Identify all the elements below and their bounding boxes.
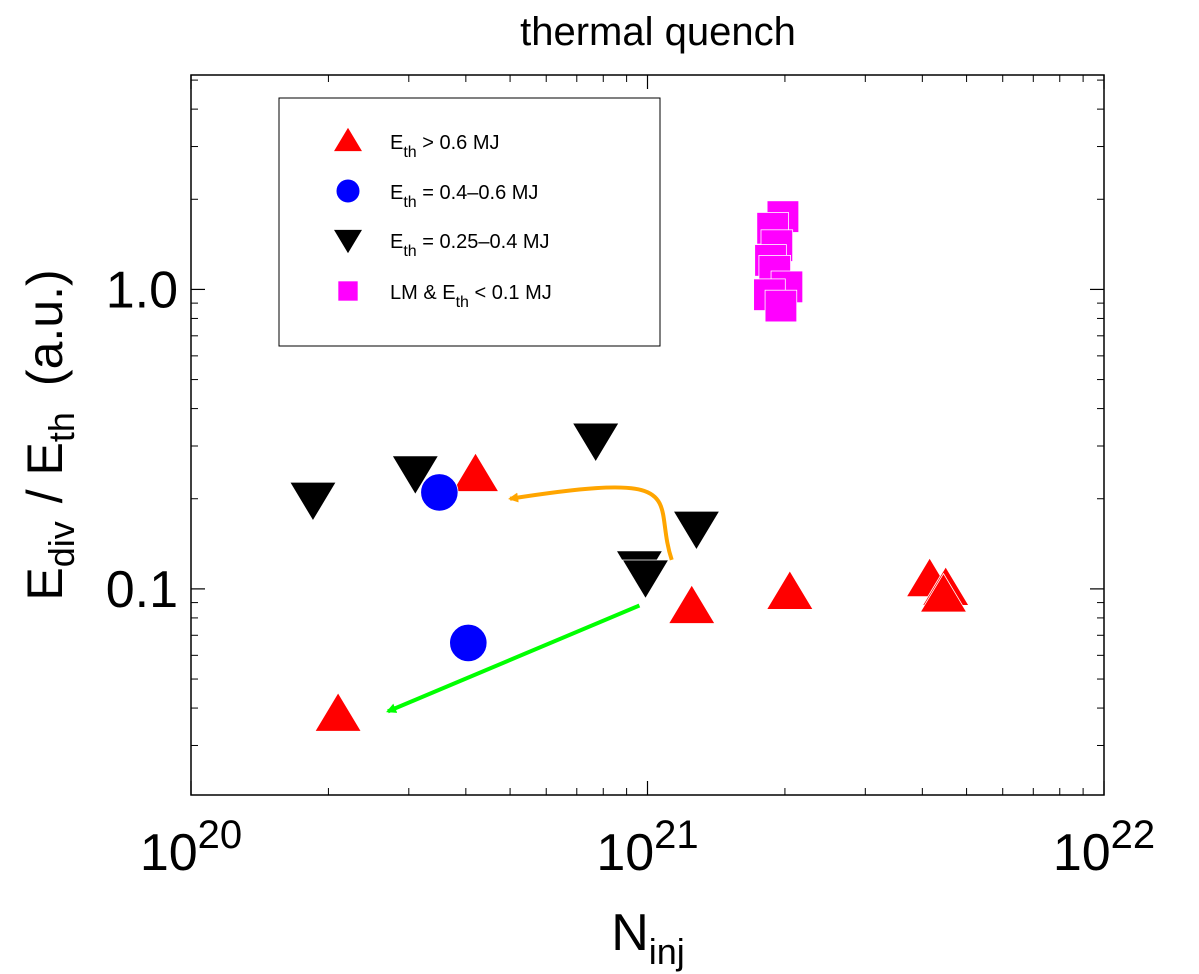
data-point-triangle-up — [451, 452, 500, 492]
data-point-triangle-down — [571, 422, 620, 463]
x-tick-label: 1022 — [1053, 813, 1155, 882]
y-axis-label-unit: (a.u.) — [17, 269, 73, 386]
data-point-triangle-down — [621, 559, 670, 600]
data-point-circle — [449, 623, 488, 663]
x-tick-label: 1020 — [140, 813, 242, 882]
x-axis-label-main: N — [611, 904, 649, 962]
data-point-triangle-down — [672, 510, 721, 551]
x-axis-label: Ninj — [611, 904, 685, 972]
y-tick-label: 1.0 — [106, 261, 178, 319]
y-major-ticks: 0.1 1.0 — [106, 261, 1104, 619]
legend-marker-circle — [335, 178, 361, 204]
legend-marker-square — [337, 280, 359, 302]
series-triangle-up — [314, 452, 970, 732]
legend-marker-triangle-down — [332, 229, 364, 255]
data-point-triangle-down — [391, 455, 440, 496]
series-circle — [420, 473, 488, 663]
data-point-square — [764, 289, 798, 323]
y-axis-label-div: div — [41, 521, 82, 567]
orange-arrow — [508, 485, 674, 561]
data-point-triangle-down — [289, 481, 337, 522]
green-arrow — [386, 603, 641, 714]
data-point-triangle-up — [667, 584, 716, 624]
chart-title: thermal quench — [520, 10, 796, 54]
legend-marker-triangle-up — [332, 126, 364, 152]
x-major-ticks: 1020 1021 1022 — [140, 75, 1155, 882]
data-point-circle — [420, 473, 459, 512]
y-axis-label: Ediv / Eth (a.u.) — [17, 269, 82, 600]
y-tick-label: 0.1 — [106, 561, 178, 619]
y-axis-label-e: E — [17, 567, 73, 600]
y-axis-label-sep: / E — [17, 442, 73, 503]
legend-label: LM & Eth < 0.1 MJ — [390, 282, 552, 311]
data-points — [289, 200, 970, 732]
x-tick-label: 1021 — [596, 813, 698, 882]
legend-label: Eth = 0.25–0.4 MJ — [390, 231, 550, 260]
annotation-arrows — [386, 485, 674, 714]
data-point-triangle-up — [314, 691, 362, 732]
series-triangle-down — [289, 422, 721, 600]
series-square — [753, 200, 804, 323]
legend-label: Eth > 0.6 MJ — [390, 132, 500, 161]
data-point-triangle-up — [919, 572, 968, 613]
y-axis-label-th: th — [41, 412, 82, 442]
data-point-triangle-up — [766, 570, 814, 610]
x-minor-ticks — [327, 75, 1084, 795]
legend: Eth > 0.6 MJ Eth = 0.4–0.6 MJ Eth = 0.25–0… — [278, 97, 661, 347]
x-axis-label-sub: inj — [649, 931, 685, 972]
y-minor-ticks — [191, 79, 1104, 746]
legend-label: Eth = 0.4–0.6 MJ — [390, 182, 538, 211]
